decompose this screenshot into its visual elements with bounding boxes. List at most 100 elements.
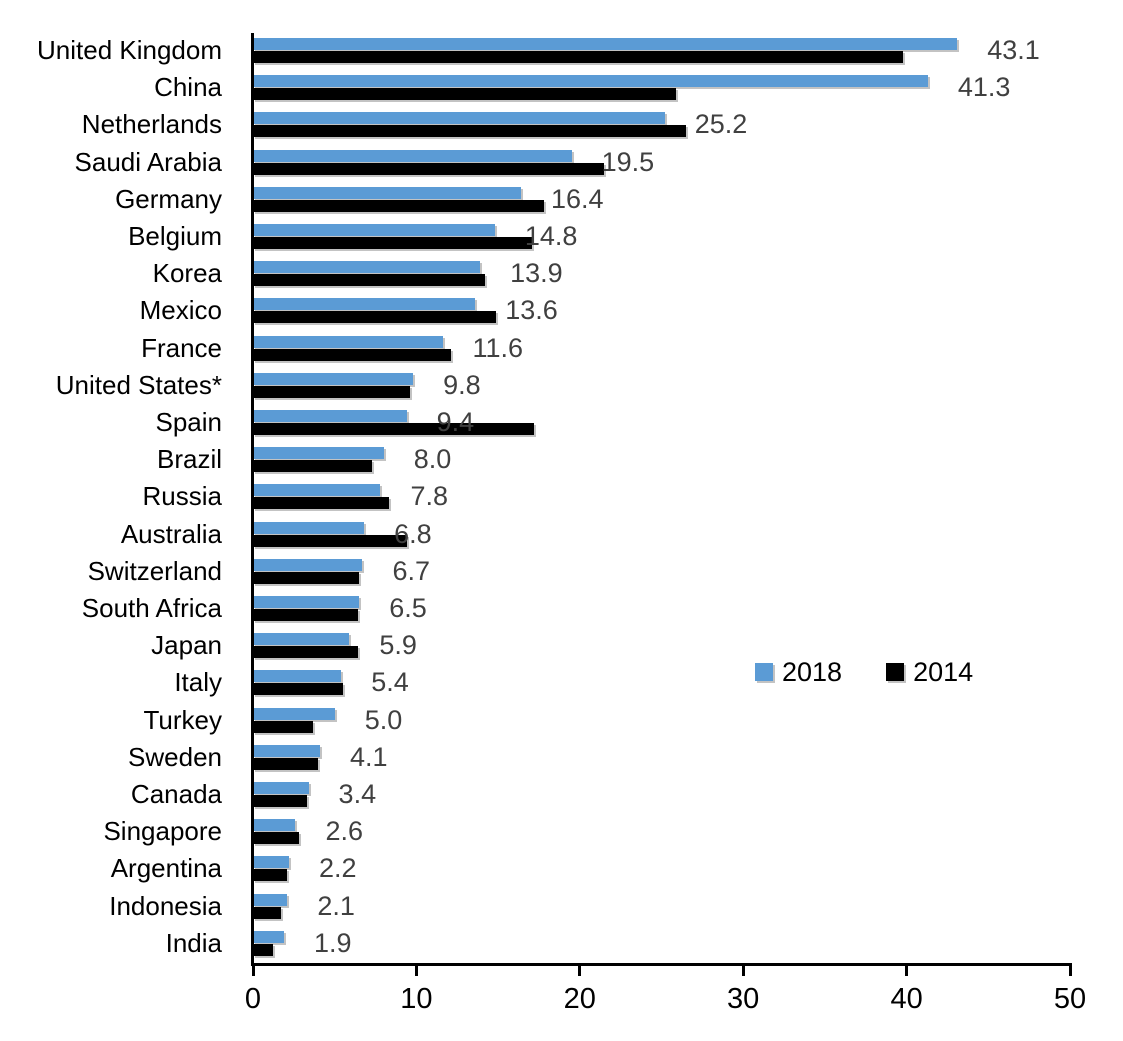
category-label: South Africa <box>81 593 222 623</box>
value-label: 6.5 <box>389 593 427 623</box>
bar-2014 <box>253 609 358 621</box>
value-label: 5.4 <box>371 667 409 698</box>
bar-2018 <box>253 633 350 646</box>
bar-2014 <box>253 385 410 398</box>
value-label: 6.7 <box>392 555 431 586</box>
bar-2018 <box>253 819 296 832</box>
category-label: Germany <box>115 183 222 214</box>
bar-2014 <box>253 199 544 212</box>
category-label: Canada <box>130 779 222 809</box>
category-label: Saudi Arabia <box>74 146 222 177</box>
x-tick-mark <box>741 963 745 976</box>
category-label: United States* <box>55 369 222 400</box>
bar-2014 <box>253 311 497 324</box>
value-label: 11.6 <box>472 332 524 363</box>
category-label: Japan <box>151 630 222 661</box>
bar-2018 <box>253 893 288 906</box>
bar-2018 <box>253 782 309 794</box>
bar-2014 <box>253 497 389 510</box>
category-label: Brazil <box>156 444 222 475</box>
value-label: 2.1 <box>317 890 355 921</box>
value-label: 9.4 <box>436 407 475 437</box>
category-label: Italy <box>174 667 222 698</box>
bar-2018 <box>253 75 928 88</box>
bar-2018 <box>253 149 572 162</box>
value-label: 6.8 <box>394 518 432 549</box>
x-tick-mark <box>251 963 255 976</box>
bar-2014 <box>253 162 605 175</box>
bar-2014 <box>253 757 319 770</box>
x-tick-mark <box>905 963 909 976</box>
category-label: India <box>165 927 222 958</box>
x-tick-mark <box>578 963 582 976</box>
category-label: China <box>154 72 222 103</box>
value-label: 14.8 <box>524 221 578 251</box>
bar-2018 <box>253 447 384 460</box>
value-label: 4.1 <box>349 741 388 772</box>
bar-2014 <box>253 571 360 584</box>
bar-2018 <box>253 670 342 683</box>
bar-2018 <box>253 744 320 757</box>
bar-2018 <box>253 372 414 385</box>
bar-2014 <box>253 460 373 473</box>
value-label: 16.4 <box>550 183 604 214</box>
value-label: 3.4 <box>338 779 377 809</box>
value-label: 9.8 <box>443 369 481 400</box>
value-label: 13.9 <box>510 258 563 289</box>
bar-2018 <box>253 558 363 571</box>
legend-item-2014: 2014 <box>886 654 973 690</box>
legend-label-2014: 2014 <box>913 657 974 687</box>
bar-2018 <box>253 112 665 125</box>
legend-item-2018: 2018 <box>755 654 842 690</box>
x-tick-label: 10 <box>400 983 433 1015</box>
x-tick-mark <box>1068 963 1072 976</box>
value-label: 41.3 <box>957 72 1011 103</box>
bar-2014 <box>253 348 451 361</box>
bar-2018 <box>253 856 289 869</box>
value-label: 25.2 <box>694 109 748 140</box>
bar-2014 <box>253 906 281 919</box>
category-label: United Kingdom <box>37 35 222 65</box>
bar-2014 <box>253 88 677 101</box>
bar-2014 <box>253 423 535 435</box>
value-label: 19.5 <box>601 146 655 177</box>
bar-2018 <box>253 930 285 943</box>
bar-2018 <box>253 596 360 608</box>
bar-2018 <box>253 298 476 311</box>
x-tick-label: 30 <box>727 983 760 1015</box>
bar-2018 <box>253 707 335 720</box>
value-label: 2.6 <box>325 816 364 847</box>
legend-swatch-2018-icon <box>755 663 773 681</box>
legend-label-2018: 2018 <box>782 657 843 687</box>
value-label: 13.6 <box>505 295 558 326</box>
category-label: Belgium <box>128 221 222 251</box>
value-label: 7.8 <box>410 481 448 512</box>
bar-2014 <box>253 720 314 733</box>
bar-2018 <box>253 38 958 50</box>
bar-2018 <box>253 186 521 199</box>
bar-2014 <box>253 869 288 882</box>
value-label: 43.1 <box>987 35 1040 65</box>
category-label: Spain <box>155 407 223 437</box>
category-label: Turkey <box>143 704 223 735</box>
bar-2018 <box>253 521 365 534</box>
x-tick-label: 20 <box>563 983 596 1015</box>
category-label: Netherlands <box>81 109 222 140</box>
x-tick-label: 0 <box>244 983 262 1015</box>
bar-2018 <box>253 335 443 348</box>
bar-2018 <box>253 410 407 422</box>
category-label: Switzerland <box>87 555 222 586</box>
category-label: France <box>141 332 222 363</box>
category-label: Russia <box>142 481 222 512</box>
bar-2014 <box>253 51 904 63</box>
bar-2014 <box>253 237 533 249</box>
value-label: 8.0 <box>413 444 452 475</box>
category-label: Singapore <box>103 816 222 847</box>
x-axis-line <box>251 963 1071 966</box>
y-axis-line <box>251 33 254 966</box>
x-tick-label: 50 <box>1053 983 1087 1015</box>
bar-2018 <box>253 224 495 236</box>
category-label: Indonesia <box>109 890 222 921</box>
bar-2014 <box>253 274 486 287</box>
